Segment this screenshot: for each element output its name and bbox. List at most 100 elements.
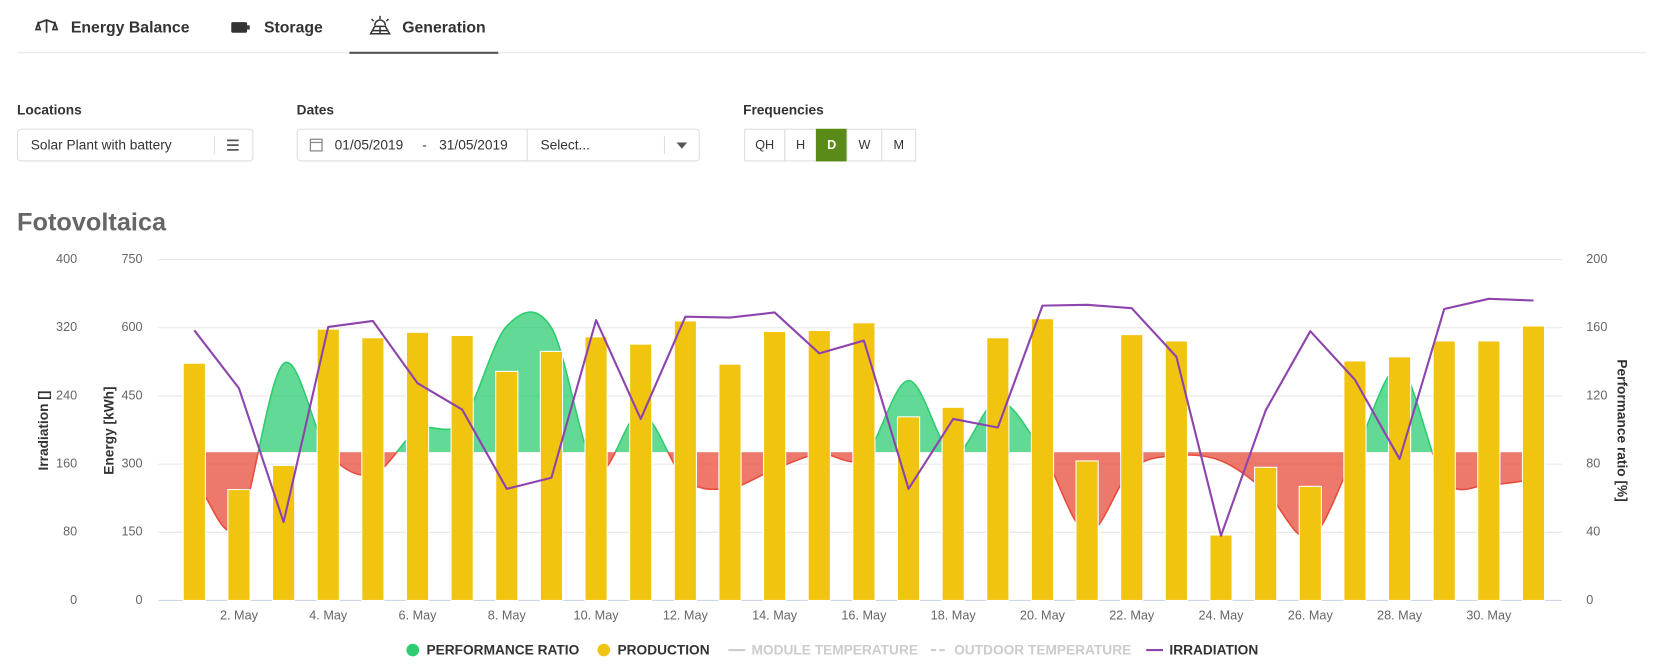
legend-label[interactable]: MODULE TEMPERATURE: [752, 643, 918, 658]
tab[interactable]: Storage: [231, 20, 323, 37]
bar: [1343, 360, 1367, 601]
frequency-button[interactable]: [881, 128, 917, 162]
bar: [1075, 460, 1099, 601]
x-tick-label: 14. May: [752, 609, 798, 623]
bar: [941, 406, 965, 601]
bar: [316, 328, 340, 601]
battery-icon: [247, 25, 250, 30]
y-tick-label: 320: [56, 320, 77, 334]
x-tick-label: 20. May: [1020, 609, 1066, 623]
location-select[interactable]: Solar Plant with battery: [17, 128, 254, 162]
solar-icon: [369, 15, 391, 35]
frequency-label[interactable]: QH: [755, 138, 774, 152]
caret-icon: [676, 142, 688, 149]
date-range[interactable]: 01/05/2019 - 31/05/2019 Select...: [296, 128, 700, 162]
legend-label[interactable]: PERFORMANCE RATIO: [426, 643, 579, 658]
bar: [405, 331, 430, 601]
frequency-button[interactable]: [784, 128, 817, 162]
tab-label[interactable]: Storage: [264, 20, 323, 37]
frequency-label[interactable]: M: [893, 138, 904, 152]
date-end[interactable]: 31/05/2019: [439, 137, 508, 152]
filter-label: Dates: [297, 102, 335, 117]
legend-symbol: [406, 643, 420, 657]
y-tick-label: 0: [1586, 593, 1593, 607]
bar: [1432, 340, 1456, 601]
tab[interactable]: Energy Balance: [34, 19, 190, 37]
tab[interactable]: Generation: [369, 15, 486, 37]
x-tick-label: 6. May: [399, 609, 438, 623]
y-tick-label: 450: [121, 388, 142, 402]
chart-title: Fotovoltaica: [17, 208, 167, 236]
frequency-label[interactable]: H: [796, 138, 805, 152]
y-tick-label: 400: [56, 252, 77, 266]
date-box[interactable]: [296, 128, 700, 162]
frequency-button[interactable]: [846, 128, 883, 162]
bar: [1209, 534, 1233, 601]
x-tick-label: 4. May: [309, 609, 348, 623]
frequency-label[interactable]: W: [858, 138, 870, 152]
frequency-buttons: QH H D W M: [744, 128, 917, 162]
y-tick-label: 80: [63, 525, 77, 539]
date-separator: -: [422, 137, 427, 152]
y-tick-label: 0: [70, 593, 77, 607]
filter-label: Locations: [17, 102, 82, 117]
frequency-label[interactable]: D: [827, 138, 836, 152]
axis-title: Performance ratio [%]: [1614, 359, 1629, 501]
x-tick-label: 26. May: [1288, 609, 1334, 623]
bar: [182, 362, 206, 601]
y-tick-label: 0: [136, 593, 143, 607]
x-tick-label: 10. May: [574, 609, 620, 623]
bar: [1387, 356, 1412, 601]
battery-icon: [231, 22, 248, 33]
y-tick-label: 300: [121, 456, 142, 470]
axis-title: Irradiation []: [36, 391, 51, 471]
x-tick-label: 8. May: [488, 609, 527, 623]
tab-bar: Energy Balance Storage Generation: [17, 15, 1647, 54]
y-tick-label: 600: [121, 320, 142, 334]
select-value[interactable]: Solar Plant with battery: [31, 137, 172, 152]
date-start[interactable]: 01/05/2019: [335, 137, 404, 152]
performance-line: [257, 311, 1434, 453]
legend-label[interactable]: IRRADIATION: [1169, 643, 1258, 658]
x-tick-label: 30. May: [1466, 609, 1512, 623]
legend-label[interactable]: OUTDOOR TEMPERATURE: [954, 643, 1131, 658]
bar: [1120, 334, 1144, 601]
select-box[interactable]: [17, 128, 254, 162]
bar: [1521, 325, 1546, 601]
x-tick-label: 22. May: [1109, 609, 1155, 623]
tab-label[interactable]: Generation: [402, 20, 485, 37]
bar: [1477, 340, 1501, 601]
y-tick-label: 150: [121, 525, 142, 539]
chart: [158, 259, 1562, 601]
frequency-button[interactable]: [744, 128, 786, 162]
legend-label[interactable]: PRODUCTION: [617, 643, 709, 658]
legend-symbol: [597, 643, 611, 657]
legend: PERFORMANCE RATIO PRODUCTION MODULE TEMPER…: [406, 643, 1258, 658]
y-tick-label: 40: [1586, 525, 1600, 539]
x-tick-label: 2. May: [220, 609, 259, 623]
bar: [450, 334, 474, 601]
bar: [807, 329, 831, 601]
bar: [1164, 340, 1188, 601]
x-tick-label: 16. May: [841, 609, 887, 623]
bar: [584, 336, 608, 601]
tab-label[interactable]: Energy Balance: [71, 20, 190, 37]
bar: [718, 363, 742, 601]
frequency-button[interactable]: [815, 128, 848, 162]
x-tick-label: 12. May: [663, 609, 709, 623]
bar: [673, 320, 697, 601]
bar: [361, 337, 385, 601]
y-tick-label: 160: [1586, 320, 1607, 334]
bar: [1030, 318, 1055, 601]
x-tick-label: 28. May: [1377, 609, 1423, 623]
balance-icon: [34, 19, 59, 33]
y-tick-label: 120: [1586, 388, 1607, 402]
calendar-icon: [309, 138, 323, 152]
irradiation-line: [193, 297, 1534, 537]
x-tick-label: 18. May: [931, 609, 977, 623]
bar: [852, 322, 876, 601]
bar: [1298, 485, 1322, 601]
select-placeholder[interactable]: Select...: [540, 137, 590, 152]
axis-title: Energy [kWh]: [102, 386, 117, 474]
